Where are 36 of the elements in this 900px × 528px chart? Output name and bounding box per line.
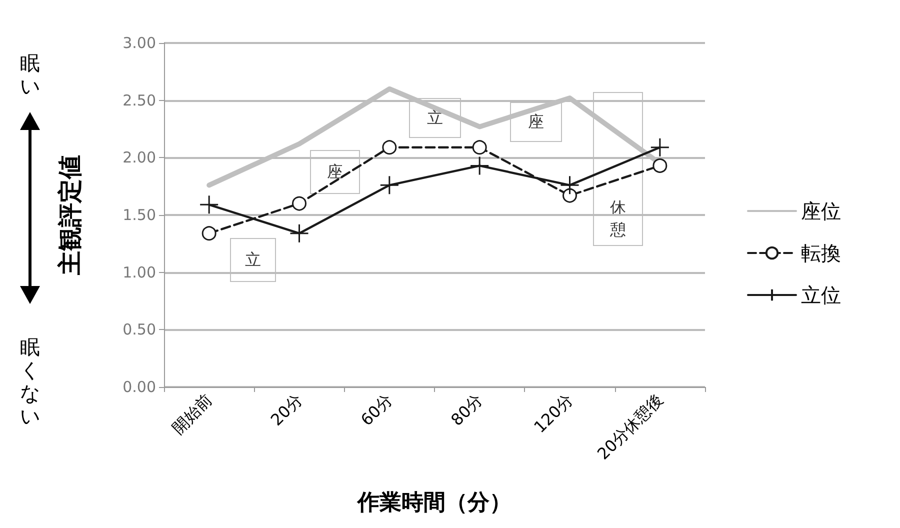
legend-label: 座位 <box>801 199 841 223</box>
y-tick-label: 2.00 <box>122 148 156 167</box>
y-axis-title: 主観評定値 <box>56 155 84 276</box>
point <box>202 226 216 241</box>
y-tick-label: 2.50 <box>122 91 156 110</box>
point <box>290 224 309 244</box>
point <box>560 175 580 195</box>
annotation: 休憩 <box>610 197 626 241</box>
y-tick-label: 3.00 <box>122 34 156 52</box>
note-box: 座 <box>310 150 360 194</box>
point <box>472 140 487 155</box>
legend-label: 転換 <box>801 241 841 265</box>
x-tick-label: 120分 <box>530 390 576 437</box>
text: 眠い <box>19 51 41 98</box>
x-tick-label: 60分 <box>357 390 396 430</box>
point <box>382 140 397 155</box>
y-tick-label: 0.00 <box>122 378 156 396</box>
point <box>652 158 668 173</box>
y-tick-label: 1.00 <box>122 263 156 282</box>
x-tick-label: 20分 <box>266 390 306 430</box>
note-box: 立 <box>230 238 276 282</box>
point <box>199 194 219 214</box>
text: 眠くない <box>19 335 41 428</box>
point <box>470 156 490 176</box>
x-tick-label: 20分休憩後 <box>594 390 667 464</box>
point <box>562 188 577 203</box>
y-tick-label: 0.50 <box>122 320 156 339</box>
point <box>650 138 670 158</box>
x-axis-title: 作業時間（分） <box>356 490 512 516</box>
y-tick-label: 1.50 <box>122 206 156 224</box>
x-tick-label: 80分 <box>447 390 486 430</box>
point <box>380 175 400 195</box>
legend-label: 立位 <box>801 283 841 307</box>
point <box>292 196 306 211</box>
x-tick-label: 開始前 <box>168 390 216 438</box>
note-box: 休憩 <box>593 92 643 246</box>
